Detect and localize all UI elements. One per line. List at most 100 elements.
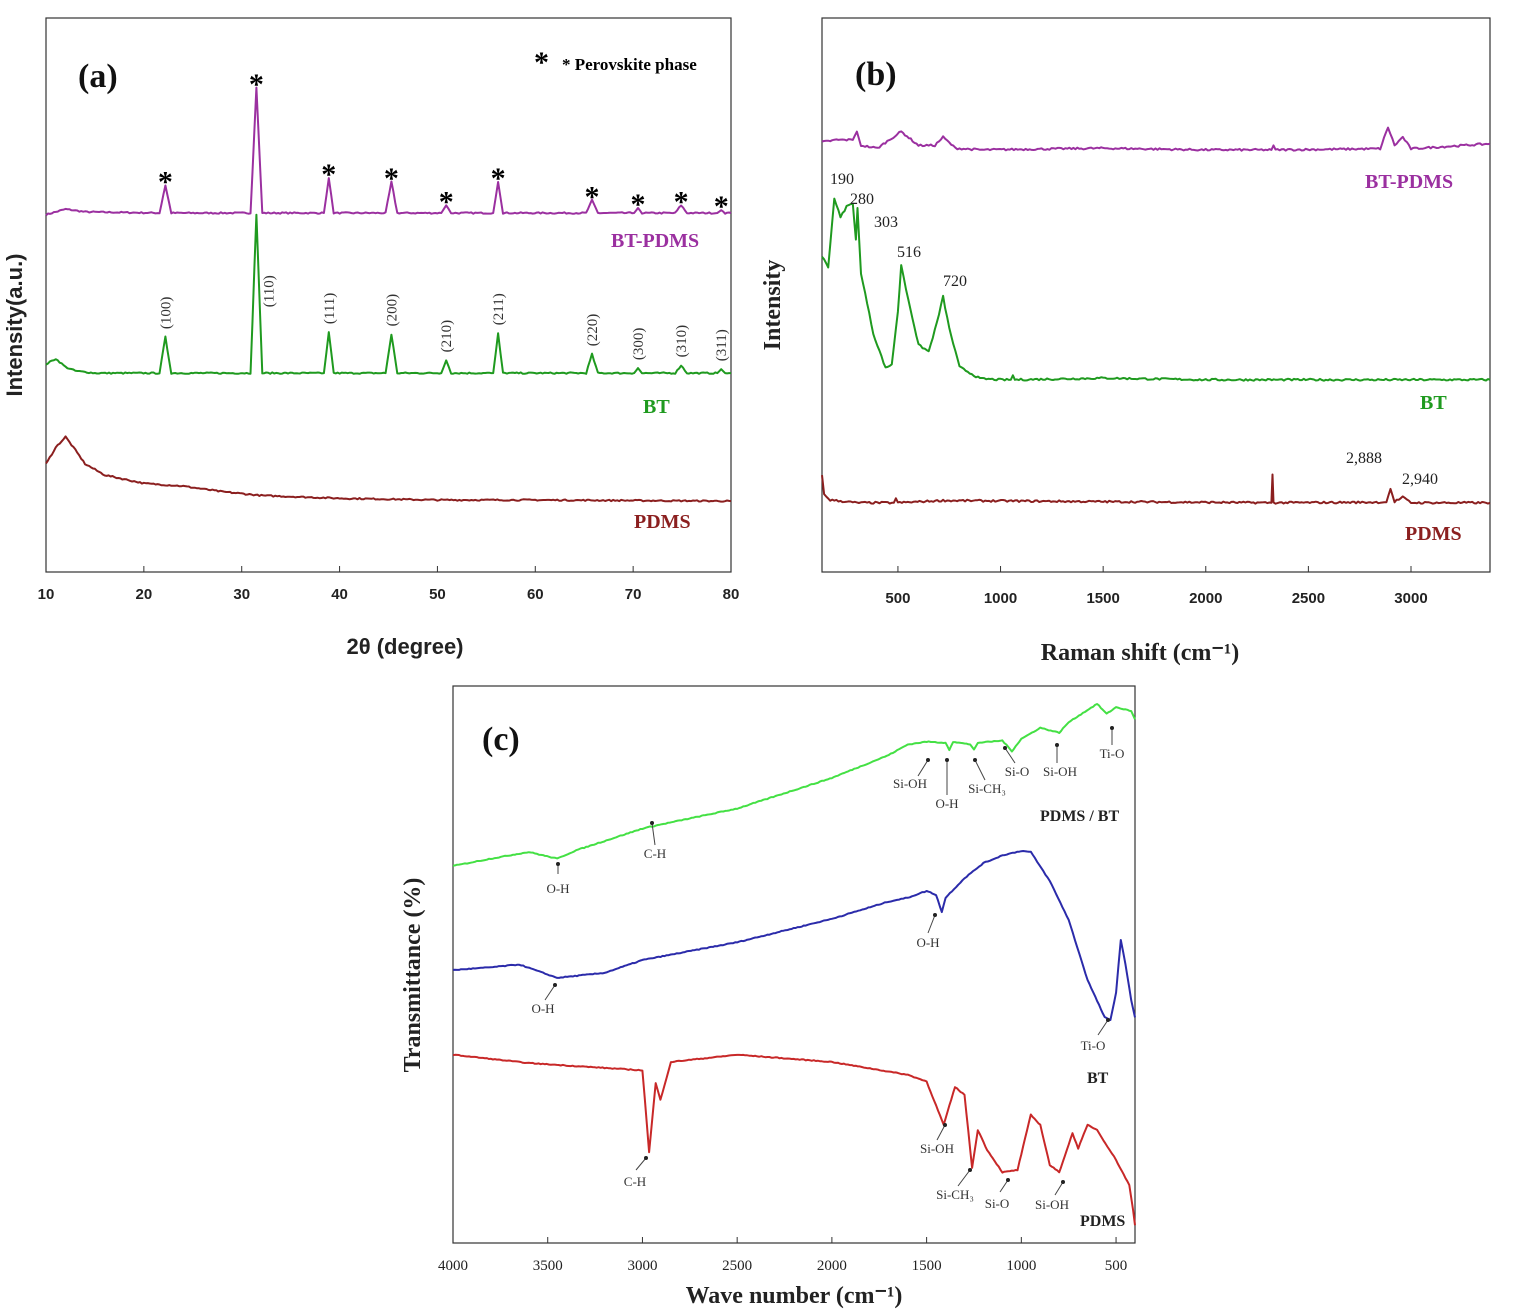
arrow-head-icon <box>973 758 977 762</box>
band-annotation: Ti-O <box>1081 1038 1106 1053</box>
band-annotation: Si-O <box>1005 764 1030 779</box>
band-annotation: Si-OH <box>893 776 927 791</box>
raman-peak-label: 280 <box>850 191 874 208</box>
band-annotation: C-H <box>644 846 666 861</box>
x-tick-label: 3500 <box>533 1258 563 1274</box>
perovskite-asterisk: * <box>249 68 264 101</box>
miller-index-label: (310) <box>674 325 690 358</box>
arrow-head-icon <box>553 983 557 987</box>
miller-index-label: (110) <box>261 275 277 307</box>
x-tick-label: 50 <box>429 586 446 603</box>
series-line-bt-pdms <box>821 126 1491 152</box>
arrow-head-icon <box>1061 1180 1065 1184</box>
arrow-head-icon <box>943 1123 947 1127</box>
raman-peak-label: 2,888 <box>1346 450 1382 467</box>
x-tick-label: 1000 <box>1006 1258 1036 1274</box>
asterisk-legend-marker: * <box>534 46 549 79</box>
x-tick-label: 10 <box>38 586 55 603</box>
band-annotation: O-H <box>935 796 958 811</box>
arrow-head-icon <box>1003 746 1007 750</box>
annotation-arrow <box>1054 1181 1064 1196</box>
x-axis-label-b: Raman shift (cm⁻¹) <box>1041 640 1240 666</box>
x-axis-label-a: 2θ (degree) <box>346 634 463 659</box>
annotation-arrow <box>1004 747 1016 764</box>
band-annotation: O-H <box>546 881 569 896</box>
band-annotation: Si-OH <box>920 1141 954 1156</box>
series-line-bt-pdms <box>45 86 732 217</box>
miller-index-label: (200) <box>384 294 400 327</box>
x-tick-label: 500 <box>885 590 910 607</box>
perovskite-asterisk: * <box>631 188 646 221</box>
series-label-pdms: PDMS <box>1080 1213 1125 1230</box>
miller-index-label: (211) <box>491 293 507 325</box>
panel-label-a: (a) <box>78 58 118 95</box>
x-tick-label: 1000 <box>984 590 1017 607</box>
raman-peak-label: 720 <box>943 273 967 290</box>
miller-index-label: (300) <box>631 328 647 361</box>
band-annotation: Si-CH₃ <box>936 1187 974 1202</box>
miller-index-label: (220) <box>585 314 601 347</box>
band-annotation: Ti-O <box>1100 746 1125 761</box>
x-tick-label: 2000 <box>817 1258 847 1274</box>
perovskite-asterisk: * <box>384 162 399 195</box>
plot-frame-b <box>821 17 1491 573</box>
annotation-arrow <box>999 1179 1009 1193</box>
raman-peak-label: 190 <box>830 171 854 188</box>
x-tick-label: 2500 <box>722 1258 752 1274</box>
annotation-arrow <box>544 984 556 1001</box>
x-tick-label: 500 <box>1105 1258 1128 1274</box>
perovskite-asterisk: * <box>714 190 729 223</box>
band-annotation: O-H <box>531 1001 554 1016</box>
miller-index-label: (210) <box>439 320 455 353</box>
x-tick-label: 3000 <box>1394 590 1427 607</box>
arrow-head-icon <box>933 913 937 917</box>
x-tick-label: 1500 <box>912 1258 942 1274</box>
annotation-arrow <box>957 1169 971 1187</box>
raman-peak-label: 2,940 <box>1402 471 1438 488</box>
annotation-arrow <box>917 759 929 777</box>
miller-index-label: (311) <box>714 329 730 361</box>
band-annotation: O-H <box>916 935 939 950</box>
arrow-head-icon <box>644 1156 648 1160</box>
miller-index-label: (100) <box>158 297 174 330</box>
series-label-bt: BT <box>1420 392 1447 414</box>
x-tick-label: 40 <box>331 586 348 603</box>
x-tick-label: 30 <box>233 586 250 603</box>
annotation-arrow <box>1097 1019 1109 1036</box>
y-axis-label-b: Intensity <box>760 260 786 351</box>
raman-peak-label: 303 <box>874 214 898 231</box>
plot-frame-c <box>452 685 1136 1244</box>
annotation-arrow <box>927 914 936 934</box>
series-line-pdms <box>452 1053 1136 1226</box>
series-label-pdms: PDMS <box>634 511 691 533</box>
x-tick-label: 60 <box>527 586 544 603</box>
miller-index-label: (111) <box>322 293 338 324</box>
plot-frame-a <box>45 17 732 573</box>
series-label-pdms: PDMS <box>1405 523 1462 545</box>
legend-note: * Perovskite phase <box>562 55 697 74</box>
perovskite-asterisk: * <box>158 165 173 198</box>
arrow-head-icon <box>650 821 654 825</box>
raman-peak-label: 516 <box>897 244 921 261</box>
series-line-bt <box>45 213 731 375</box>
series-line-bt <box>452 850 1136 1021</box>
series-line-pdms-bt <box>452 703 1136 867</box>
series-label-pdms-bt: PDMS / BT <box>1040 808 1119 825</box>
series-label-bt: BT <box>1087 1070 1109 1087</box>
x-tick-label: 20 <box>136 586 153 603</box>
panel-label-b: (b) <box>855 56 897 93</box>
band-annotation: C-H <box>624 1174 646 1189</box>
series-line-pdms <box>821 473 1491 505</box>
x-tick-label: 3000 <box>627 1258 657 1274</box>
arrow-head-icon <box>1006 1178 1010 1182</box>
perovskite-asterisk: * <box>585 180 600 213</box>
perovskite-asterisk: * <box>674 185 689 218</box>
band-annotation: Si-OH <box>1043 764 1077 779</box>
arrow-head-icon <box>1110 726 1114 730</box>
annotation-arrow <box>651 822 656 846</box>
y-axis-label-a: Intensity(a.u.) <box>2 253 27 396</box>
series-label-bt: BT <box>643 396 670 418</box>
arrow-head-icon <box>945 758 949 762</box>
